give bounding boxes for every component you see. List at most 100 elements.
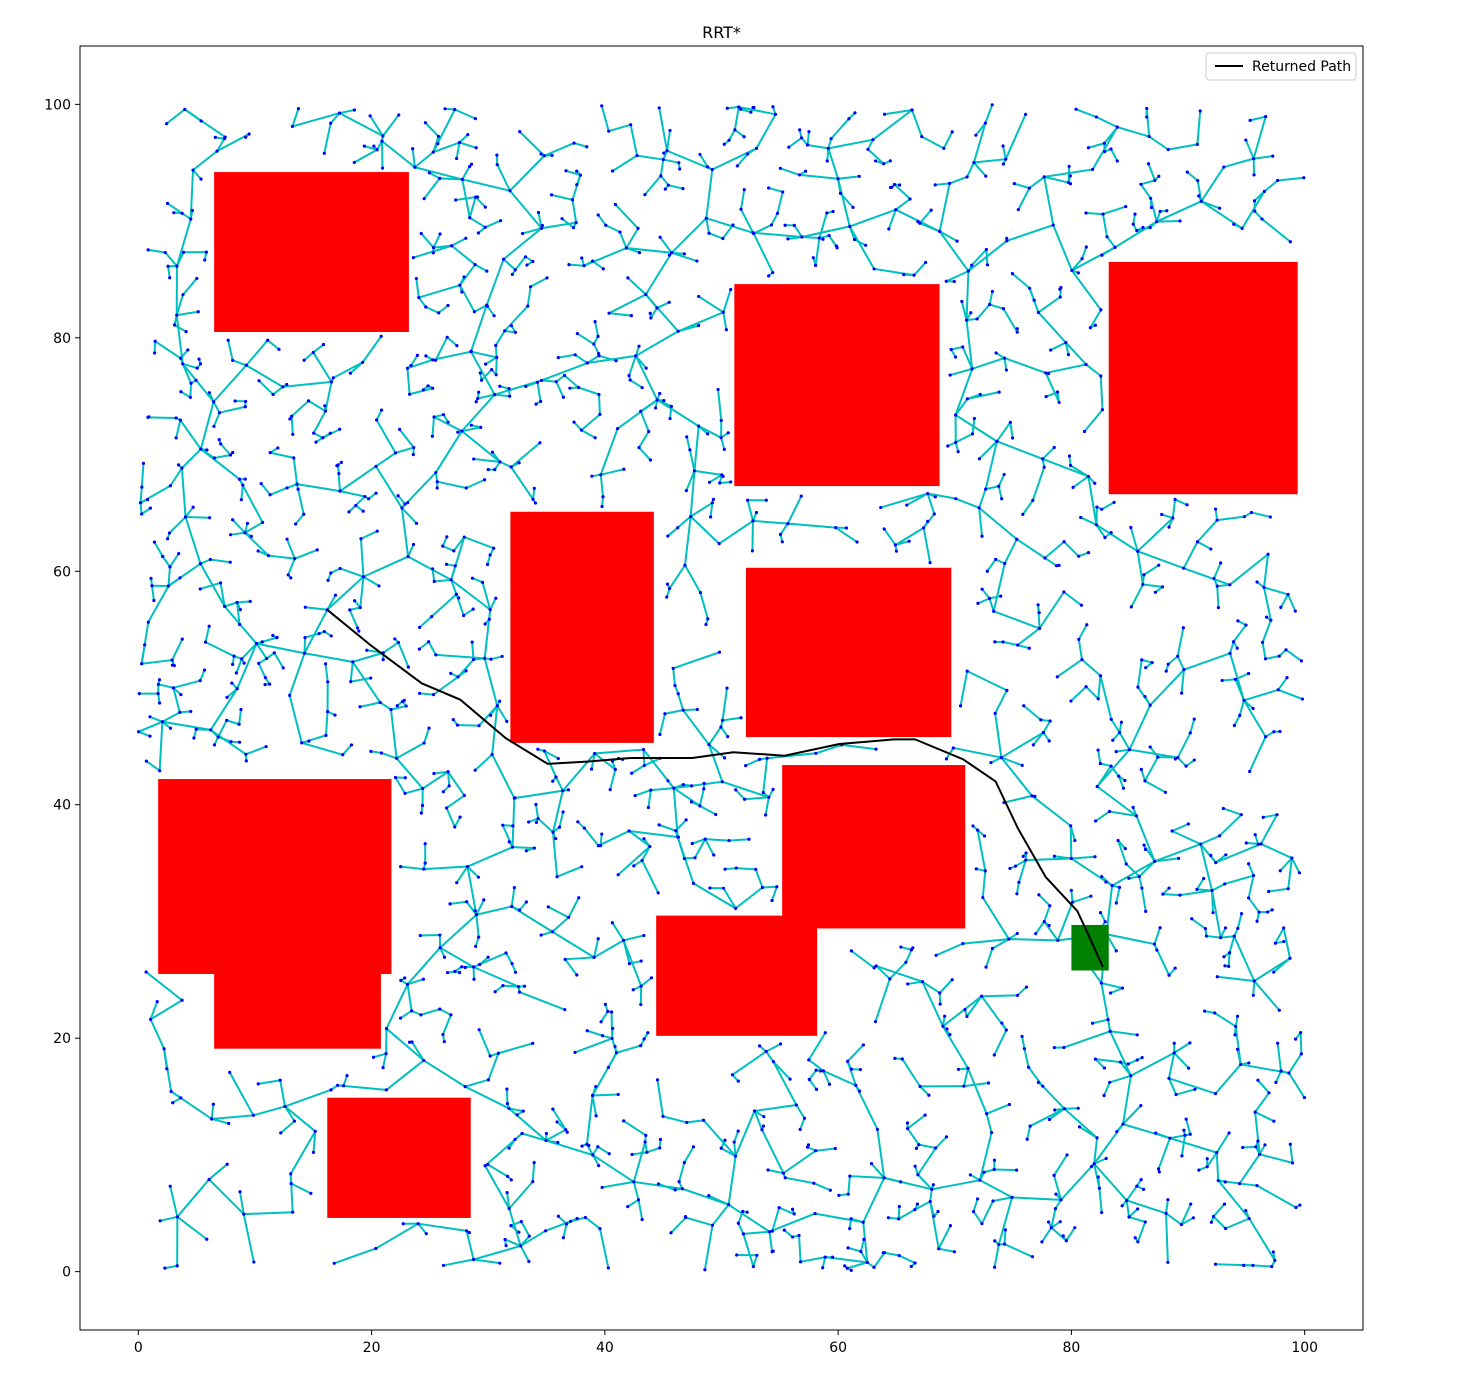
tree-edge (422, 770, 449, 790)
tree-edge (997, 1197, 1014, 1245)
tree-node (933, 495, 937, 499)
tree-edge (1282, 927, 1291, 959)
tree-node (1120, 1204, 1124, 1208)
tree-node (922, 526, 926, 530)
tree-node (217, 411, 222, 415)
tree-node (1173, 497, 1177, 502)
tree-node (936, 1209, 940, 1214)
tree-edge (919, 209, 932, 224)
tree-node (495, 163, 499, 167)
tree-node (1117, 774, 1121, 778)
tree-node (317, 631, 321, 636)
tree-node (416, 1222, 420, 1226)
tree-edge (390, 709, 398, 759)
tree-edge (635, 330, 679, 357)
tree-node (441, 413, 446, 417)
tree-node (598, 843, 603, 848)
tree-edge (485, 258, 505, 306)
tree-node (532, 846, 536, 850)
tree-edge (873, 1252, 886, 1268)
tree-edge (1217, 583, 1230, 588)
tree-edge (370, 750, 382, 754)
tree-node (244, 752, 248, 756)
tree-edge (1026, 1125, 1032, 1140)
tree-edge (591, 1095, 598, 1117)
tree-node (960, 299, 964, 304)
tree-edge (995, 352, 1006, 359)
tree-edge (1072, 475, 1089, 489)
tree-node (394, 756, 399, 760)
tree-edge (169, 1185, 179, 1218)
tree-node (276, 446, 280, 450)
tree-edge (226, 719, 240, 726)
tree-edge (960, 301, 968, 321)
tree-node (691, 1145, 696, 1149)
tree-edge (1216, 586, 1220, 608)
tree-edge (141, 659, 173, 665)
tree-node (882, 1176, 886, 1180)
tree-node (1114, 901, 1118, 905)
tree-node (1219, 936, 1223, 940)
tree-node (430, 358, 435, 362)
tree-edge (1196, 888, 1213, 892)
tree-edge (740, 108, 752, 114)
tree-node (554, 837, 558, 841)
tree-edge (950, 346, 963, 351)
tree-node (771, 1060, 775, 1064)
tree-node (510, 845, 515, 849)
tree-node (594, 1114, 598, 1118)
tree-node (848, 1174, 852, 1178)
tree-node (1267, 1091, 1271, 1095)
tree-node (610, 921, 614, 925)
tree-node (1098, 761, 1102, 766)
tree-node (1272, 730, 1276, 734)
tree-node (742, 188, 746, 192)
tree-edge (850, 950, 875, 969)
tree-edge (519, 1235, 531, 1247)
tree-node (942, 146, 946, 150)
tree-node (1263, 657, 1268, 661)
tree-edge (417, 296, 427, 308)
tree-node (1142, 573, 1146, 577)
tree-edge (637, 1199, 644, 1220)
tree-node (1008, 420, 1012, 424)
tree-edge (638, 446, 652, 461)
tree-node (513, 970, 518, 974)
tree-node (1258, 1152, 1262, 1156)
tree-node (212, 424, 216, 428)
tree-node (673, 683, 677, 688)
tree-node (175, 1264, 179, 1268)
tree-node (999, 755, 1003, 760)
tree-node (166, 584, 171, 588)
tree-edge (736, 153, 749, 167)
tree-node (1089, 1164, 1094, 1169)
tree-edge (627, 1198, 640, 1208)
tree-node (1277, 1008, 1281, 1012)
tree-edge (490, 655, 503, 661)
tree-edge (432, 141, 460, 154)
tree-node (598, 412, 602, 416)
tree-node (1012, 182, 1016, 186)
tree-node (1180, 691, 1184, 695)
tree-edge (1140, 179, 1156, 186)
tree-node (518, 130, 522, 134)
tree-node (1008, 866, 1012, 871)
tree-node (773, 112, 778, 116)
tree-edge (541, 379, 557, 383)
tree-node (1007, 937, 1011, 941)
tree-edge (457, 670, 467, 678)
tree-edge (242, 1213, 255, 1263)
tree-edge (1236, 1049, 1242, 1065)
tree-node (916, 1173, 920, 1177)
tree-node (761, 790, 765, 795)
tree-edge (965, 320, 974, 369)
tree-edge (767, 1168, 784, 1175)
tree-edge (471, 424, 482, 429)
tree-node (452, 549, 456, 553)
tree-node (451, 718, 455, 722)
tree-node (760, 1128, 764, 1132)
tree-node (333, 713, 337, 717)
tree-node (263, 675, 267, 680)
tree-edge (634, 345, 640, 357)
tree-node (881, 1251, 885, 1255)
